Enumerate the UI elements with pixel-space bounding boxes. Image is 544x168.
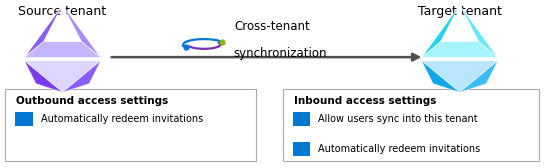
- Text: Inbound access settings: Inbound access settings: [294, 96, 436, 106]
- Polygon shape: [24, 5, 63, 57]
- Polygon shape: [422, 61, 498, 92]
- Text: Allow users sync into this tenant: Allow users sync into this tenant: [318, 114, 478, 124]
- Polygon shape: [422, 61, 460, 92]
- Text: ✓: ✓: [21, 114, 27, 123]
- Text: ✓: ✓: [298, 114, 305, 123]
- Polygon shape: [24, 61, 101, 92]
- Text: Automatically redeem invitations: Automatically redeem invitations: [41, 114, 203, 124]
- Polygon shape: [422, 42, 498, 57]
- Text: ✓: ✓: [298, 145, 305, 154]
- Polygon shape: [63, 61, 101, 92]
- Polygon shape: [422, 5, 460, 57]
- Polygon shape: [460, 61, 498, 92]
- FancyBboxPatch shape: [293, 112, 310, 126]
- FancyBboxPatch shape: [293, 142, 310, 156]
- Text: Cross-tenant: Cross-tenant: [234, 20, 310, 33]
- Text: Target tenant: Target tenant: [418, 5, 502, 18]
- FancyBboxPatch shape: [283, 89, 539, 161]
- Polygon shape: [460, 5, 498, 57]
- Text: Source tenant: Source tenant: [18, 5, 107, 18]
- Text: synchronization: synchronization: [234, 47, 327, 60]
- Polygon shape: [63, 5, 101, 57]
- Text: Outbound access settings: Outbound access settings: [16, 96, 169, 106]
- FancyBboxPatch shape: [15, 112, 33, 126]
- Text: Automatically redeem invitations: Automatically redeem invitations: [318, 144, 480, 154]
- FancyBboxPatch shape: [5, 89, 256, 161]
- Polygon shape: [24, 61, 63, 92]
- Polygon shape: [24, 42, 101, 57]
